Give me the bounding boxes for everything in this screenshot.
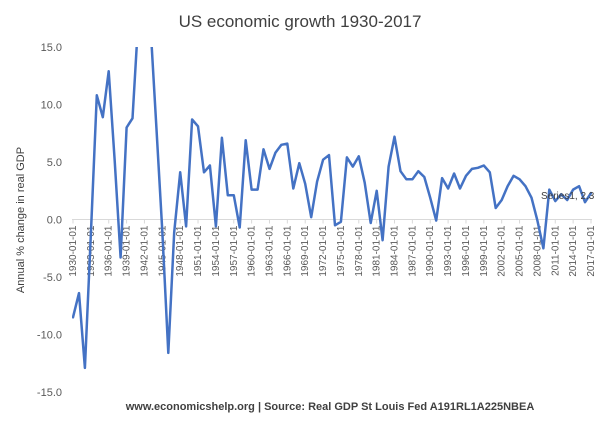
y-tick-labels: -15.0 -10.0 -5.0 0.0 5.0 10.0 15.0	[37, 42, 62, 399]
x-tick-label: 1939-01-01	[122, 225, 133, 277]
x-tick-label: 2005-01-01	[515, 225, 526, 277]
x-tick-label: 1978-01-01	[354, 225, 365, 277]
x-tick-label: 1993-01-01	[443, 225, 454, 277]
plot-area	[72, 47, 592, 370]
x-tick-label: 1960-01-01	[247, 225, 258, 277]
series-line-series1	[72, 47, 592, 370]
x-tick-label: 1999-01-01	[479, 225, 490, 277]
x-tick-label: 1984-01-01	[390, 225, 401, 277]
y-tick-label: -15.0	[37, 387, 62, 399]
x-tick-label: 1963-01-01	[264, 225, 275, 277]
x-tick-label: 1987-01-01	[407, 225, 418, 277]
y-tick-label: -5.0	[43, 272, 62, 284]
x-tick-label: 1957-01-01	[229, 225, 240, 277]
y-tick-label: 15.0	[41, 42, 62, 54]
x-tick-label: 1954-01-01	[211, 225, 222, 277]
x-tick-label: 1996-01-01	[461, 225, 472, 277]
x-tick-labels: 1930-01-01 1933-01-01 1936-01-01 1939-01-01…	[68, 219, 597, 277]
x-tick-label: 1951-01-01	[193, 225, 204, 277]
series-data-label: Series1, 2.3	[541, 191, 595, 202]
x-tick-label: 1990-01-01	[425, 225, 436, 277]
x-tick-label: 1972-01-01	[318, 225, 329, 277]
x-tick-label: 1975-01-01	[336, 225, 347, 277]
y-tick-label: 10.0	[41, 100, 62, 112]
x-tick-label: 2014-01-01	[568, 225, 579, 277]
x-tick-label: 1930-01-01	[68, 225, 79, 277]
x-tick-label: 1966-01-01	[282, 225, 293, 277]
y-tick-label: 5.0	[47, 157, 62, 169]
x-tick-label: 1969-01-01	[300, 225, 311, 277]
x-tick-label: 1981-01-01	[372, 225, 383, 277]
chart-title: US economic growth 1930-2017	[179, 12, 422, 31]
x-tick-label: 1942-01-01	[139, 225, 150, 277]
x-tick-label: 2017-01-01	[586, 225, 597, 277]
x-tick-label: 2002-01-01	[497, 225, 508, 277]
y-axis-label: Annual % change in real GDP	[15, 147, 27, 293]
source-note: www.economicshelp.org | Source: Real GDP…	[125, 401, 535, 413]
y-tick-label: 0.0	[47, 215, 62, 227]
x-tick-label: 1948-01-01	[175, 225, 186, 277]
y-tick-label: -10.0	[37, 330, 62, 342]
x-tick-label: 2008-01-01	[532, 225, 543, 277]
x-tick-label: 2011-01-01	[550, 225, 561, 276]
x-tick-label: 1936-01-01	[104, 225, 115, 277]
